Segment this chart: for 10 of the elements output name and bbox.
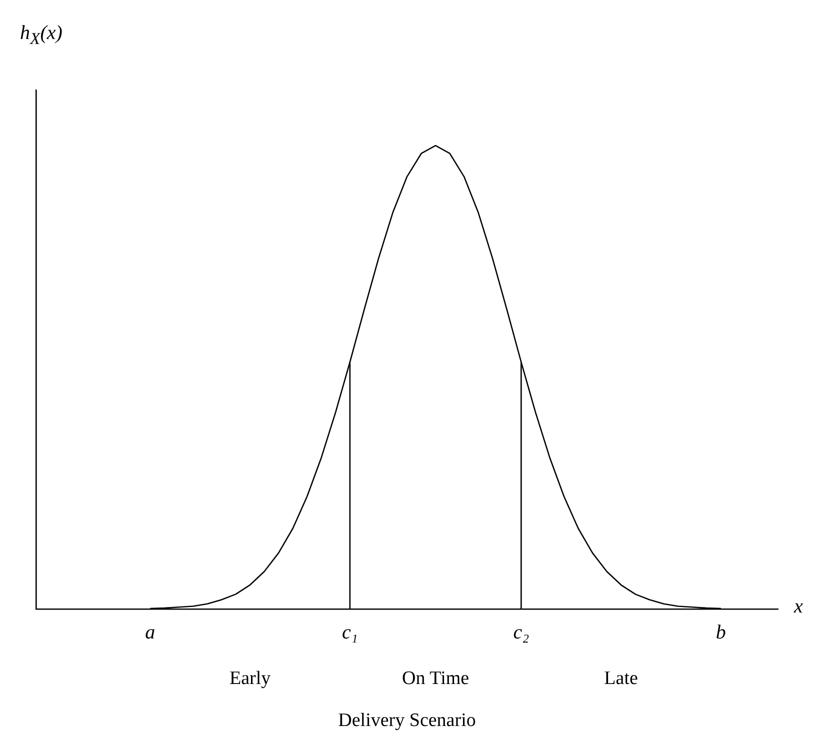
x-tick-label: c₁ bbox=[342, 621, 358, 644]
x-tick-label: c₂ bbox=[513, 621, 530, 644]
x-tick-label: b bbox=[716, 621, 726, 644]
y-axis-title: h$_{X}$(x) bbox=[20, 22, 62, 49]
x-tick-label: a bbox=[145, 621, 156, 644]
text: On Time bbox=[402, 668, 470, 689]
text: Late bbox=[604, 668, 638, 689]
x-axis-title: Delivery Scenario bbox=[338, 710, 476, 731]
text: Early bbox=[229, 668, 272, 689]
text: x bbox=[793, 595, 803, 618]
